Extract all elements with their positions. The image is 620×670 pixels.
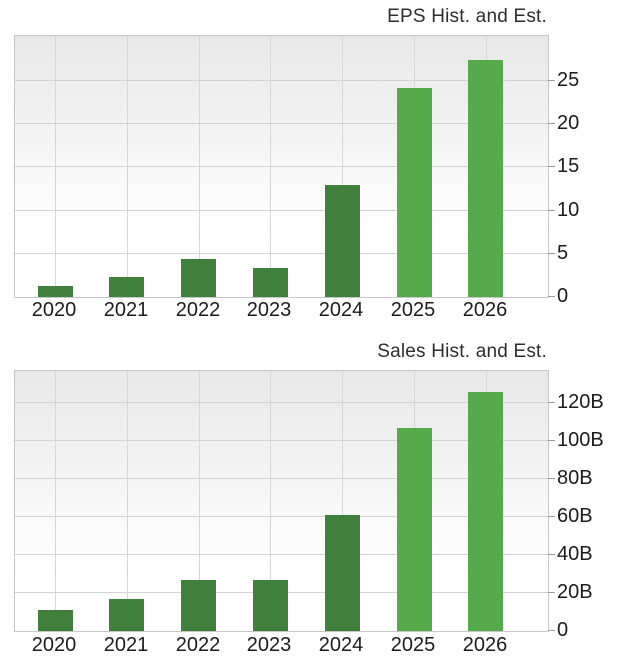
y-tick-label: 20	[557, 112, 580, 134]
y-tick-mark	[548, 516, 555, 517]
horizontal-gridline	[15, 554, 548, 555]
y-tick-label: 100B	[557, 429, 604, 451]
horizontal-gridline	[15, 402, 548, 403]
vertical-gridline	[414, 371, 415, 631]
horizontal-gridline	[15, 210, 548, 211]
vertical-gridline	[270, 36, 271, 297]
y-tick-mark	[548, 210, 555, 211]
vertical-gridline	[270, 371, 271, 631]
vertical-gridline	[55, 371, 56, 631]
bar-2022-historical	[181, 259, 216, 297]
horizontal-gridline	[15, 440, 548, 441]
y-tick-label: 25	[557, 69, 580, 91]
y-tick-label: 80B	[557, 467, 593, 489]
y-tick-label: 120B	[557, 391, 604, 413]
y-tick-mark	[548, 402, 555, 403]
y-tick-mark	[548, 592, 555, 593]
y-tick-label: 10	[557, 199, 580, 221]
y-tick-mark	[548, 123, 555, 124]
x-label-2025: 2025	[390, 634, 436, 656]
x-label-2020: 2020	[31, 634, 77, 656]
bar-2026-estimate	[468, 60, 503, 297]
x-label-2021: 2021	[103, 299, 149, 321]
vertical-gridline	[486, 371, 487, 631]
x-label-2020: 2020	[31, 299, 77, 321]
y-tick-mark	[548, 630, 555, 631]
x-label-2022: 2022	[175, 299, 221, 321]
sales-chart-title: Sales Hist. and Est.	[377, 341, 547, 362]
bar-2025-estimate	[397, 428, 432, 631]
bar-2023-historical	[253, 268, 288, 297]
horizontal-gridline	[15, 80, 548, 81]
y-tick-mark	[548, 166, 555, 167]
x-label-2026: 2026	[462, 634, 508, 656]
eps-chart-title: EPS Hist. and Est.	[387, 6, 547, 27]
y-tick-label: 5	[557, 242, 569, 264]
x-label-2026: 2026	[462, 299, 508, 321]
bar-2023-historical	[253, 580, 288, 631]
y-tick-label: 15	[557, 155, 580, 177]
vertical-gridline	[414, 36, 415, 297]
y-tick-mark	[548, 253, 555, 254]
horizontal-gridline	[15, 253, 548, 254]
bar-2020-historical	[38, 610, 73, 631]
sales-plot-area	[14, 370, 549, 632]
bar-2020-historical	[38, 286, 73, 297]
bar-2022-historical	[181, 580, 216, 631]
vertical-gridline	[342, 36, 343, 297]
horizontal-gridline	[15, 516, 548, 517]
horizontal-gridline	[15, 166, 548, 167]
y-tick-label: 60B	[557, 505, 593, 527]
bar-2024-historical	[325, 515, 360, 631]
bar-2021-historical	[109, 599, 144, 631]
horizontal-gridline	[15, 123, 548, 124]
bar-2024-historical	[325, 185, 360, 297]
bar-2026-estimate	[468, 392, 503, 631]
bar-2025-estimate	[397, 88, 432, 297]
y-tick-label: 20B	[557, 581, 593, 603]
x-label-2025: 2025	[390, 299, 436, 321]
eps-plot-area	[14, 35, 549, 298]
vertical-gridline	[199, 371, 200, 631]
x-label-2023: 2023	[246, 299, 292, 321]
y-tick-mark	[548, 554, 555, 555]
y-tick-mark	[548, 478, 555, 479]
horizontal-gridline	[15, 478, 548, 479]
vertical-gridline	[55, 36, 56, 297]
x-label-2021: 2021	[103, 634, 149, 656]
bar-2021-historical	[109, 277, 144, 297]
x-label-2024: 2024	[318, 299, 364, 321]
vertical-gridline	[127, 36, 128, 297]
y-tick-mark	[548, 440, 555, 441]
horizontal-gridline	[15, 592, 548, 593]
y-tick-label: 40B	[557, 543, 593, 565]
x-label-2024: 2024	[318, 634, 364, 656]
y-tick-label: 0	[557, 285, 569, 307]
y-tick-mark	[548, 296, 555, 297]
vertical-gridline	[127, 371, 128, 631]
y-tick-label: 0	[557, 619, 569, 641]
vertical-gridline	[342, 371, 343, 631]
y-tick-mark	[548, 80, 555, 81]
x-label-2022: 2022	[175, 634, 221, 656]
vertical-gridline	[199, 36, 200, 297]
x-label-2023: 2023	[246, 634, 292, 656]
vertical-gridline	[486, 36, 487, 297]
